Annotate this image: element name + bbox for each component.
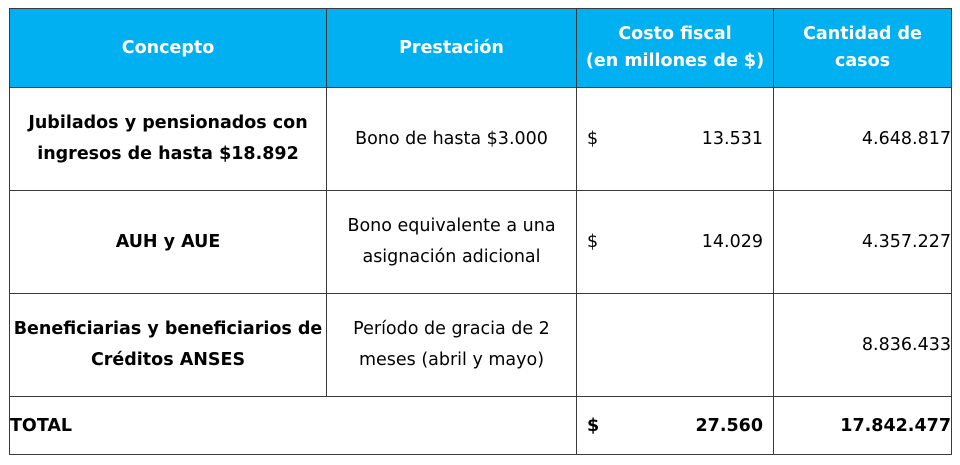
total-label: TOTAL [10,415,73,436]
casos-cell: 8.836.433 [773,293,952,397]
costo-cell [576,293,774,397]
casos-value: 4.357.227 [861,232,951,252]
header-prestacion: Prestación [326,8,577,88]
table-row: AUH y AUE Bono equivalente a una asignac… [9,190,952,294]
header-cantidad-casos: Cantidad de casos [773,8,952,88]
header-casos-label: Cantidad de casos [803,24,922,71]
table-row: Jubilados y pensionados con ingresos de … [9,87,952,191]
prestacion-line: meses (abril y mayo) [358,350,545,370]
casos-value: 8.836.433 [861,335,951,355]
prestacion-line: asignación adicional [362,247,541,267]
costo-cell: $ 13.531 [576,87,774,191]
costo-value: 13.531 [701,129,763,149]
concepto-line: Beneficiarias y beneficiarios de [13,319,323,339]
total-costo-value: 27.560 [695,415,763,436]
total-label-cell: TOTAL [9,396,577,455]
header-costo-fiscal: Costo fiscal (en millones de $) [576,8,774,88]
concepto-line: Créditos ANSES [90,350,246,370]
header-row: Concepto Prestación Costo fiscal (en mil… [9,8,952,88]
casos-cell: 4.357.227 [773,190,952,294]
header-costo-line1: Costo fiscal [618,24,732,44]
prestacion-cell: Bono equivalente a una asignación adicio… [326,190,577,294]
header-costo-line2: (en millones de $) [585,51,765,71]
prestacion-line: Bono de hasta $3.000 [355,128,548,149]
prestacion-cell: Período de gracia de 2 meses (abril y ma… [326,293,577,397]
prestacion-line: Bono equivalente a una [347,216,556,236]
currency-sign: $ [587,129,599,149]
concepto-cell: Beneficiarias y beneficiarios de Crédito… [9,293,327,397]
concepto-line: Jubilados y pensionados con [28,113,308,133]
total-casos-value: 17.842.477 [840,415,951,436]
prestacion-line: Período de gracia de 2 [353,319,550,339]
total-row: TOTAL $ 27.560 17.842.477 [9,396,952,455]
casos-cell: 4.648.817 [773,87,952,191]
currency-sign: $ [587,415,600,436]
table-row: Beneficiarias y beneficiarios de Crédito… [9,293,952,397]
concepto-cell: AUH y AUE [9,190,327,294]
concepto-cell: Jubilados y pensionados con ingresos de … [9,87,327,191]
concepto-line: ingresos de hasta $18.892 [37,144,299,164]
concepto-line: AUH y AUE [115,231,221,252]
costo-value: 14.029 [701,232,763,252]
header-concepto: Concepto [9,8,327,88]
costo-cell: $ 14.029 [576,190,774,294]
total-casos-cell: 17.842.477 [773,396,952,455]
header-prestacion-label: Prestación [399,37,504,58]
prestacion-cell: Bono de hasta $3.000 [326,87,577,191]
header-concepto-label: Concepto [121,37,215,58]
total-costo-cell: $ 27.560 [576,396,774,455]
fiscal-cost-table: Concepto Prestación Costo fiscal (en mil… [9,8,952,455]
currency-sign: $ [587,232,599,252]
casos-value: 4.648.817 [861,129,951,149]
